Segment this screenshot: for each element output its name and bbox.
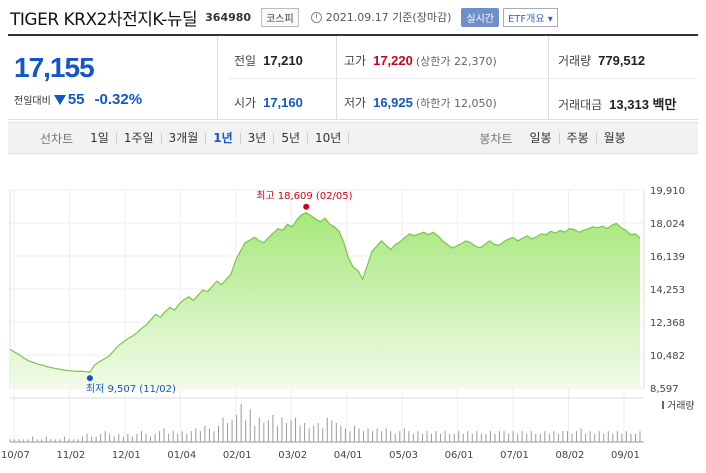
etf-overview-button[interactable]: ETF개요 ▾ bbox=[502, 7, 558, 27]
stat-value: 13,313 백만 bbox=[609, 97, 677, 112]
y-tick-label: 12,368 bbox=[650, 318, 685, 329]
period-1y[interactable]: 1년 bbox=[206, 132, 241, 144]
y-tick-label: 8,597 bbox=[650, 384, 679, 395]
x-tick-label: 07/01 bbox=[500, 450, 529, 461]
realtime-button[interactable]: 실시간 bbox=[461, 7, 499, 27]
y-tick-label: 10,482 bbox=[650, 351, 685, 362]
x-tick-label: 10/07 bbox=[1, 450, 30, 461]
period-5y[interactable]: 5년 bbox=[274, 132, 309, 144]
date-text: 2021.09.17 기준(장마감) bbox=[325, 11, 452, 24]
stat-value: 17,160 bbox=[263, 95, 303, 110]
price-chart[interactable]: 19,910 18,024 16,139 14,253 12,368 10,482 8,59… bbox=[0, 160, 706, 473]
stat-low: 저가 16,925 (하한가 12,050) bbox=[344, 94, 497, 111]
stat-value: 16,925 bbox=[373, 95, 413, 110]
period-1w[interactable]: 1주일 bbox=[117, 132, 162, 144]
stats-divider bbox=[228, 78, 698, 79]
candle-chart-label: 봉차트 bbox=[479, 131, 513, 146]
y-tick-label: 19,910 bbox=[650, 186, 685, 197]
stat-label: 거래대금 bbox=[558, 98, 603, 112]
x-tick-label: 12/01 bbox=[112, 450, 141, 461]
y-tick-label: 18,024 bbox=[650, 219, 685, 230]
max-annotation: 최고 18,609 (02/05) bbox=[256, 190, 352, 202]
stat-label: 저가 bbox=[344, 96, 367, 110]
current-price-box: 17,155 전일대비 55 -0.32% bbox=[8, 36, 218, 120]
price-line bbox=[9, 212, 641, 373]
x-tick-label: 05/03 bbox=[389, 450, 418, 461]
volume-legend-icon bbox=[662, 401, 664, 409]
stat-open: 시가 17,160 bbox=[234, 94, 303, 111]
stat-label: 시가 bbox=[234, 96, 257, 110]
date-info: 2021.09.17 기준(장마감) bbox=[310, 9, 452, 25]
period-bar: 선차트 1일 1주일 3개월 1년 3년 5년 10년 봉차트 일봉 주봉 월봉 bbox=[8, 122, 698, 154]
stats-col-divider bbox=[336, 36, 337, 120]
stat-value: 779,512 bbox=[598, 53, 646, 68]
min-annotation: 최저 9,507 (11/02) bbox=[86, 383, 176, 395]
period-1d[interactable]: 1일 bbox=[83, 132, 117, 144]
etf-overview-label: ETF개요 bbox=[507, 13, 545, 25]
down-arrow-icon bbox=[53, 94, 66, 105]
x-tick-label: 09/01 bbox=[611, 450, 640, 461]
stat-value: 17,210 bbox=[263, 53, 303, 68]
current-price: 17,155 bbox=[14, 52, 95, 83]
stat-label: 거래량 bbox=[558, 54, 592, 68]
candle-weekly[interactable]: 주봉 bbox=[560, 132, 597, 144]
x-tick-label: 04/01 bbox=[334, 450, 363, 461]
y-tick-label: 16,139 bbox=[650, 252, 685, 263]
change-value: 55 bbox=[67, 91, 85, 108]
change-row: 전일대비 55 -0.32% bbox=[14, 91, 142, 108]
stat-value: 17,220 bbox=[373, 53, 413, 68]
x-tick-label: 08/02 bbox=[556, 450, 585, 461]
fund-title: TIGER KRX2차전지K-뉴딜 bbox=[10, 9, 198, 30]
x-tick-label: 06/01 bbox=[445, 450, 474, 461]
stats-grid: 전일 17,210 고가 17,220 (상한가 22,370) 거래량 779… bbox=[228, 36, 698, 120]
stat-label: 고가 bbox=[344, 54, 367, 68]
price-summary: 17,155 전일대비 55 -0.32% 전일 17,210 고가 17,22… bbox=[8, 34, 698, 120]
change-percent: -0.32% bbox=[94, 91, 143, 108]
stat-sub: (하한가 12,050) bbox=[415, 97, 497, 110]
line-chart-label: 선차트 bbox=[40, 131, 74, 146]
x-tick-label: 01/04 bbox=[167, 450, 196, 461]
stat-label: 전일 bbox=[234, 54, 257, 68]
stats-col-divider bbox=[548, 36, 549, 120]
period-3m[interactable]: 3개월 bbox=[162, 132, 207, 144]
x-tick-label: 03/02 bbox=[278, 450, 307, 461]
stat-sub: (상한가 22,370) bbox=[415, 55, 497, 68]
change-label: 전일대비 bbox=[14, 96, 51, 107]
chevron-down-icon: ▾ bbox=[547, 13, 553, 25]
fund-code: 364980 bbox=[205, 10, 252, 24]
candle-daily[interactable]: 일봉 bbox=[522, 132, 560, 144]
volume-legend-label: 거래량 bbox=[667, 400, 695, 412]
candle-monthly[interactable]: 월봉 bbox=[603, 130, 626, 145]
period-3y[interactable]: 3년 bbox=[241, 132, 275, 144]
x-tick-label: 11/02 bbox=[56, 450, 85, 461]
stat-prev-close: 전일 17,210 bbox=[234, 52, 303, 69]
market-tag: 코스피 bbox=[261, 7, 299, 27]
y-tick-label: 14,253 bbox=[650, 285, 685, 296]
max-point bbox=[303, 203, 310, 210]
period-10y[interactable]: 10년 bbox=[308, 132, 350, 144]
stat-high: 고가 17,220 (상한가 22,370) bbox=[344, 52, 497, 69]
x-tick-label: 02/01 bbox=[223, 450, 252, 461]
price-area bbox=[10, 212, 640, 388]
title-bar: TIGER KRX2차전지K-뉴딜 364980 코스피 2021.09.17 … bbox=[0, 0, 706, 34]
stat-volume: 거래량 779,512 bbox=[558, 52, 645, 69]
clock-icon bbox=[310, 11, 322, 23]
min-point bbox=[86, 375, 93, 382]
stat-trade-value: 거래대금 13,313 백만 bbox=[558, 94, 676, 113]
